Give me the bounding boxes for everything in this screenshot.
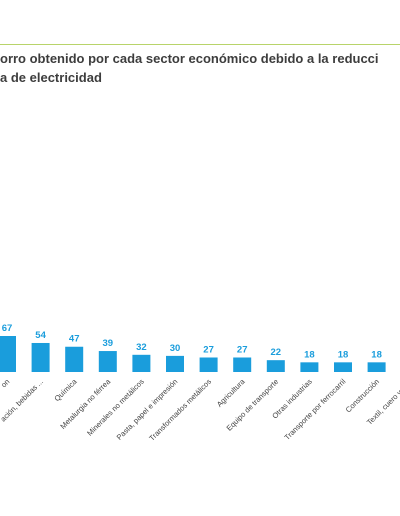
bar-7 [233, 357, 252, 372]
category-label-5: Pasta, papel e impresión [115, 377, 180, 442]
value-label-3: 39 [103, 338, 114, 349]
category-label-2: Química [52, 376, 79, 403]
bar-8 [266, 360, 285, 372]
bar-10 [334, 362, 352, 372]
value-label-9: 18 [304, 349, 315, 360]
bar-2 [65, 346, 84, 372]
bar-0 [0, 336, 16, 372]
value-label-5: 30 [170, 343, 181, 354]
value-label-11: 18 [371, 349, 382, 360]
chart-title: orro obtenido por cada sector económico … [0, 51, 379, 85]
bar-1 [31, 342, 50, 372]
value-label-7: 27 [237, 344, 248, 355]
category-label-0: on [0, 377, 11, 389]
value-label-8: 22 [271, 347, 282, 358]
bar-5 [166, 355, 184, 372]
category-label-10: Transporte por ferrocarril [283, 377, 348, 442]
bar-9 [300, 362, 319, 372]
value-label-10: 18 [338, 349, 349, 360]
value-label-2: 47 [69, 334, 80, 345]
header-rule [0, 44, 400, 45]
bar-3 [98, 351, 117, 372]
category-label-7: Agricultura [215, 376, 247, 408]
value-label-0: 67 [2, 323, 13, 334]
bar-6 [199, 357, 218, 372]
bar-4 [132, 354, 151, 372]
category-label-6: Transformados metálicos [147, 377, 213, 443]
category-label-4: Minerales no metálicos [85, 377, 146, 438]
value-label-1: 54 [35, 330, 46, 341]
value-label-4: 32 [136, 342, 147, 353]
bar-11 [367, 362, 386, 372]
value-label-6: 27 [203, 344, 214, 355]
